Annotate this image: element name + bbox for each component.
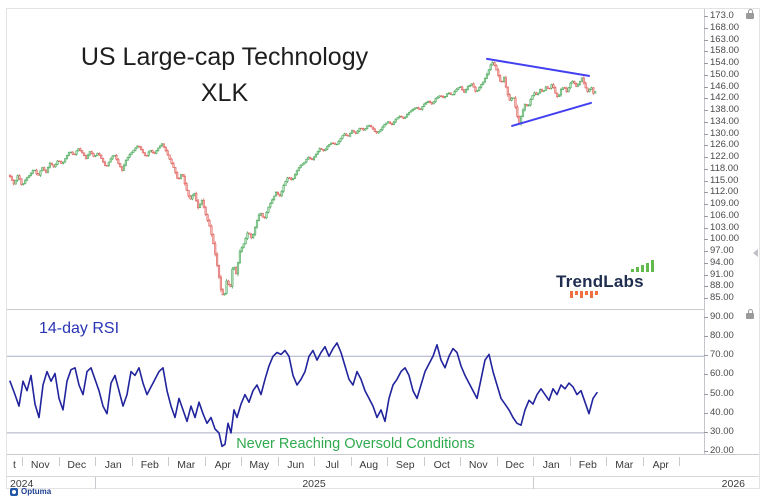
rsi-axis-label: 90.00 <box>704 311 734 322</box>
price-axis-label: 130.00 <box>703 127 740 139</box>
rsi-axis-label: 40.00 <box>704 406 734 418</box>
price-axis-label: 106.00 <box>703 209 740 221</box>
month-label: Feb <box>578 459 597 471</box>
rsi-chart[interactable] <box>7 310 704 455</box>
month-label: Dec <box>505 459 525 471</box>
price-axis-label: 91.00 <box>704 268 734 280</box>
time-axis-years: 2024 2025 2026 <box>7 476 759 490</box>
axis-collapse-icon[interactable] <box>753 249 758 257</box>
price-axis-label: 163.00 <box>703 33 740 45</box>
month-label: Jan <box>104 459 122 471</box>
month-label: Apr <box>214 459 231 471</box>
trendlabs-logo: TrendLabs <box>556 260 656 301</box>
month-tick <box>22 457 23 466</box>
month-tick <box>314 457 315 466</box>
title-line1: US Large-cap Technology <box>80 43 369 71</box>
price-axis-label: 94.00 <box>704 256 734 268</box>
rsi-panel[interactable]: 14-day RSI Never Reaching Oversold Condi… <box>7 309 704 455</box>
candlestick-chart[interactable] <box>7 9 704 309</box>
month-label: t <box>13 459 16 471</box>
month-label: Nov <box>30 459 50 471</box>
price-axis-label: 150.00 <box>703 68 740 80</box>
month-tick <box>496 457 498 466</box>
chart-title: US Large-cap Technology XLK <box>27 39 422 111</box>
month-tick <box>569 457 571 466</box>
month-label: Jan <box>542 459 560 471</box>
rsi-label: 14-day RSI <box>39 320 120 337</box>
month-label: Apr <box>652 459 669 471</box>
month-tick <box>241 457 242 466</box>
month-label: Feb <box>140 459 159 471</box>
month-tick <box>533 457 534 466</box>
month-tick <box>606 457 607 466</box>
year-label-2026: 2026 <box>721 478 745 490</box>
price-axis-label: 88.00 <box>704 280 734 292</box>
rsi-axis-label: 50.00 <box>704 387 734 399</box>
price-axis-label: 138.00 <box>703 104 740 115</box>
price-axis-label: 103.00 <box>703 221 740 233</box>
trendlabs-orange-bars-icon <box>570 291 598 299</box>
price-axis-lock-icon[interactable] <box>746 9 754 19</box>
price-axis-label: 134.00 <box>703 115 740 127</box>
optuma-logo[interactable]: Optuma <box>10 487 51 496</box>
month-tick <box>460 457 461 466</box>
rsi-axis-label: 20.00 <box>704 445 734 456</box>
price-panel[interactable]: US Large-cap Technology XLK TrendLabs <box>7 9 704 309</box>
month-label: Jul <box>325 459 339 471</box>
rsi-axis-label: 80.00 <box>704 330 734 342</box>
rsi-axis-label: 30.00 <box>704 425 734 437</box>
month-tick <box>642 457 644 466</box>
trendlabs-text: TrendLabs <box>556 272 644 291</box>
price-axis-label: 85.00 <box>704 292 734 303</box>
month-label: Sep <box>395 459 415 471</box>
chart-frame: US Large-cap Technology XLK TrendLabs 14… <box>6 8 760 490</box>
month-label: Nov <box>468 459 488 471</box>
price-axis-label: 168.00 <box>703 21 740 33</box>
rsi-axis-label: 70.00 <box>704 349 734 361</box>
year-label-2025: 2025 <box>302 478 326 490</box>
price-axis-label: 142.00 <box>703 92 740 104</box>
month-label: Mar <box>177 459 196 471</box>
month-label: Dec <box>67 459 87 471</box>
price-axis-label: 126.00 <box>703 139 740 151</box>
price-axis-label: 158.00 <box>703 45 740 57</box>
month-tick <box>387 457 388 466</box>
optuma-text: Optuma <box>21 487 52 496</box>
month-label: Jun <box>287 459 305 471</box>
month-tick <box>423 457 425 466</box>
price-axis-label: 112.00 <box>703 186 739 198</box>
month-tick <box>131 457 133 466</box>
price-axis-label: 100.00 <box>703 233 740 245</box>
month-tick <box>95 457 96 466</box>
price-axis-label: 115.00 <box>703 174 739 186</box>
price-axis-label: 154.00 <box>703 57 740 68</box>
year-separator <box>533 477 534 489</box>
price-axis-label: 109.00 <box>703 198 740 209</box>
year-separator <box>95 477 96 489</box>
month-tick <box>58 457 60 466</box>
time-axis-months[interactable]: t Nov Dec Jan Feb Mar Apr May Jun Jul Aug Sep Oct Nov… <box>7 454 759 477</box>
price-axis-label: 173.0 <box>704 10 734 21</box>
trendlabs-green-bars-icon <box>631 260 654 272</box>
price-axis-label: 122.00 <box>703 151 740 162</box>
rsi-annotation: Never Reaching Oversold Conditions <box>236 436 475 452</box>
price-axis-label: 146.00 <box>703 80 740 92</box>
price-axis-label: 118.00 <box>703 162 739 174</box>
title-line2: XLK <box>200 79 249 107</box>
month-tick <box>168 457 169 466</box>
price-axis-column[interactable]: 173.0 168.00 163.00 158.00 154.00 150.00 146.0… <box>703 9 760 456</box>
month-tick <box>277 457 279 466</box>
month-label: May <box>249 459 270 471</box>
month-label: Aug <box>359 459 379 471</box>
month-tick <box>679 457 680 466</box>
month-label: Oct <box>433 459 450 471</box>
month-label: Mar <box>615 459 634 471</box>
optuma-icon <box>10 487 18 496</box>
month-tick <box>350 457 352 466</box>
price-axis-label: 97.00 <box>704 245 734 256</box>
rsi-axis-lock-icon[interactable] <box>746 309 754 319</box>
year-label-2024: 2024 <box>10 478 34 490</box>
rsi-axis-label: 60.00 <box>704 368 734 380</box>
month-tick <box>204 457 206 466</box>
